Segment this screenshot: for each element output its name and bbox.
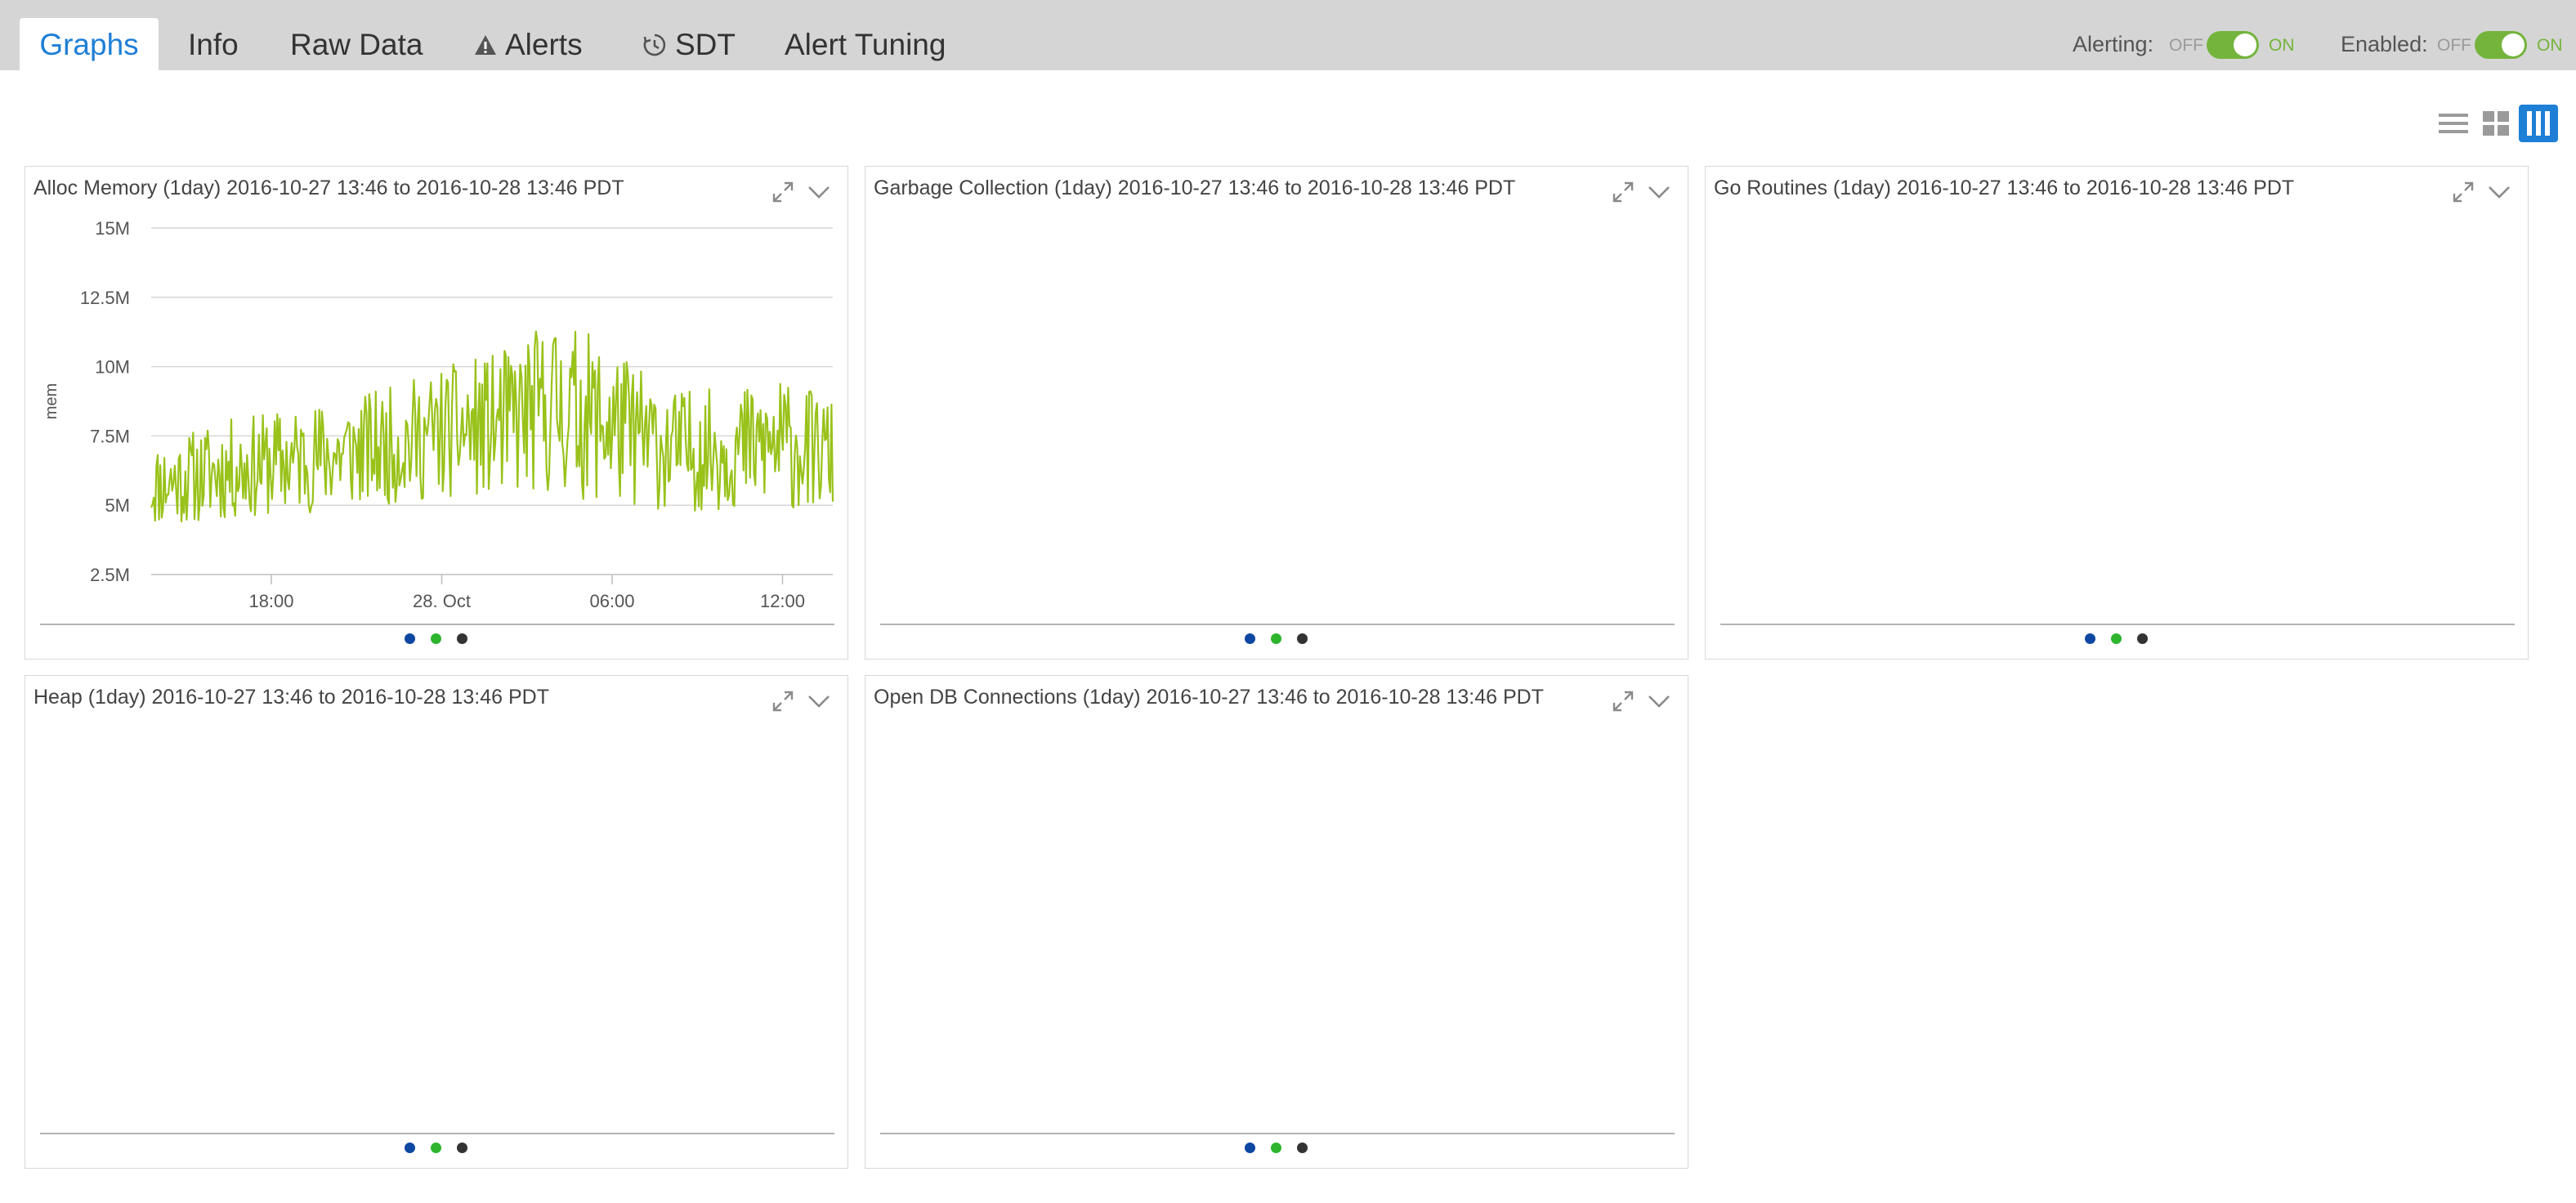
expand-icon <box>772 691 794 712</box>
enabled-label: Enabled: <box>2341 32 2428 56</box>
alerting-toggle-knob <box>2234 34 2256 56</box>
garbage-collection-panel: Garbage Collection (1day) 2016-10-27 13:… <box>865 166 1688 660</box>
list-view-button[interactable] <box>2434 105 2473 142</box>
panel-options-button[interactable] <box>807 691 831 712</box>
panel-title: Garbage Collection (1day) 2016-10-27 13:… <box>874 177 1516 199</box>
panel-title: Heap (1day) 2016-10-27 13:46 to 2016-10-… <box>34 686 549 709</box>
heap-panel: Heap (1day) 2016-10-27 13:46 to 2016-10-… <box>25 675 848 1169</box>
chevron-down-icon <box>1648 186 1670 199</box>
panel-title: Alloc Memory (1day) 2016-10-27 13:46 to … <box>34 177 624 199</box>
chevron-down-icon <box>1648 695 1670 708</box>
alerting-on-label: ON <box>2269 36 2295 55</box>
alloc-memory-panel: Alloc Memory (1day) 2016-10-27 13:46 to … <box>25 166 848 660</box>
open-db-connections-panel: Open DB Connections (1day) 2016-10-27 13… <box>865 675 1688 1169</box>
chevron-down-icon <box>808 186 830 199</box>
tab-sdt-label: SDT <box>675 28 736 61</box>
x-tick-label: 28. Oct <box>413 591 471 611</box>
y-tick-label: 10M <box>95 357 130 378</box>
grid-view-button[interactable] <box>2476 105 2516 142</box>
expand-icon <box>772 181 794 203</box>
legend-dot[interactable] <box>457 1143 467 1153</box>
panel-title: Open DB Connections (1day) 2016-10-27 13… <box>874 686 1544 709</box>
alerting-toggle[interactable] <box>2207 31 2259 59</box>
tab-info-label: Info <box>188 28 239 61</box>
panel-title: Go Routines (1day) 2016-10-27 13:46 to 2… <box>1714 177 2295 199</box>
tab-alert-tuning-label: Alert Tuning <box>785 28 946 61</box>
legend-dot[interactable] <box>2085 633 2095 644</box>
warning-icon <box>475 35 496 56</box>
tab-sdt[interactable]: SDT <box>642 18 736 70</box>
legend-dot[interactable] <box>1245 633 1255 644</box>
legend-dot[interactable] <box>457 633 467 644</box>
tab-alert-tuning[interactable]: Alert Tuning <box>785 18 946 70</box>
legend-dot[interactable] <box>1297 633 1308 644</box>
enabled-off-label: OFF <box>2437 36 2471 55</box>
alerting-off-label: OFF <box>2169 36 2203 55</box>
y-tick-label: 12.5M <box>80 288 130 308</box>
expand-button[interactable] <box>1611 180 1635 204</box>
legend-dot[interactable] <box>1271 1143 1281 1153</box>
tab-info[interactable]: Info <box>188 18 239 70</box>
enabled-toggle-group: Enabled: OFF ON <box>2341 28 2576 60</box>
legend-dot[interactable] <box>1245 1143 1255 1153</box>
column-view-icon <box>2527 111 2550 136</box>
alerting-label: Alerting: <box>2073 32 2154 56</box>
expand-button[interactable] <box>771 180 795 204</box>
x-tick-label: 18:00 <box>248 591 293 611</box>
legend-dot[interactable] <box>405 633 415 644</box>
top-nav-bar: Graphs Info Raw Data Alerts SDT Alert Tu… <box>0 0 2576 70</box>
x-tick-label: 12:00 <box>760 591 805 611</box>
panel-options-button[interactable] <box>807 181 831 203</box>
alerting-toggle-group: Alerting: OFF ON <box>2073 28 2301 60</box>
tab-raw-data[interactable]: Raw Data <box>290 18 423 70</box>
column-view-button[interactable] <box>2519 105 2558 142</box>
y-tick-label: 2.5M <box>90 565 130 585</box>
enabled-toggle[interactable] <box>2475 31 2527 59</box>
legend-dot[interactable] <box>1297 1143 1308 1153</box>
chevron-down-icon <box>2489 186 2510 199</box>
list-view-icon <box>2439 114 2468 133</box>
legend-dot[interactable] <box>1271 633 1281 644</box>
legend-dot[interactable] <box>405 1143 415 1153</box>
chevron-down-icon <box>808 695 830 708</box>
enabled-on-label: ON <box>2537 36 2563 55</box>
legend-dot[interactable] <box>431 633 441 644</box>
y-tick-label: 15M <box>95 218 130 239</box>
grid-view-icon <box>2483 111 2509 136</box>
sdt-clock-icon <box>643 34 666 56</box>
y-tick-label: 7.5M <box>90 426 130 446</box>
chart: 15M 12.5M 10M 7.5M 5M 2.5M mem 18:00 28. Oct 06:0… <box>40 218 834 625</box>
legend-dot[interactable] <box>431 1143 441 1153</box>
expand-icon <box>1612 181 1634 203</box>
tab-alerts-label: Alerts <box>505 28 583 61</box>
expand-button[interactable] <box>1611 689 1635 713</box>
x-tick-label: 06:00 <box>589 591 634 611</box>
enabled-toggle-knob <box>2502 34 2525 56</box>
panel-options-button[interactable] <box>2487 181 2511 203</box>
expand-button[interactable] <box>2451 180 2475 204</box>
expand-button[interactable] <box>771 689 795 713</box>
panel-options-button[interactable] <box>1647 181 1671 203</box>
legend-dot[interactable] <box>2111 633 2122 644</box>
tab-graphs-label: Graphs <box>39 28 139 61</box>
panel-options-button[interactable] <box>1647 691 1671 712</box>
y-axis-label: mem <box>42 383 60 419</box>
expand-icon <box>2453 181 2474 203</box>
tab-raw-data-label: Raw Data <box>290 28 423 61</box>
tab-alerts[interactable]: Alerts <box>474 18 583 70</box>
tab-graphs[interactable]: Graphs <box>20 18 159 70</box>
y-tick-label: 5M <box>105 495 130 516</box>
expand-icon <box>1612 691 1634 712</box>
go-routines-panel: Go Routines (1day) 2016-10-27 13:46 to 2… <box>1705 166 2529 660</box>
legend-dot[interactable] <box>2137 633 2148 644</box>
series-line <box>150 330 834 523</box>
